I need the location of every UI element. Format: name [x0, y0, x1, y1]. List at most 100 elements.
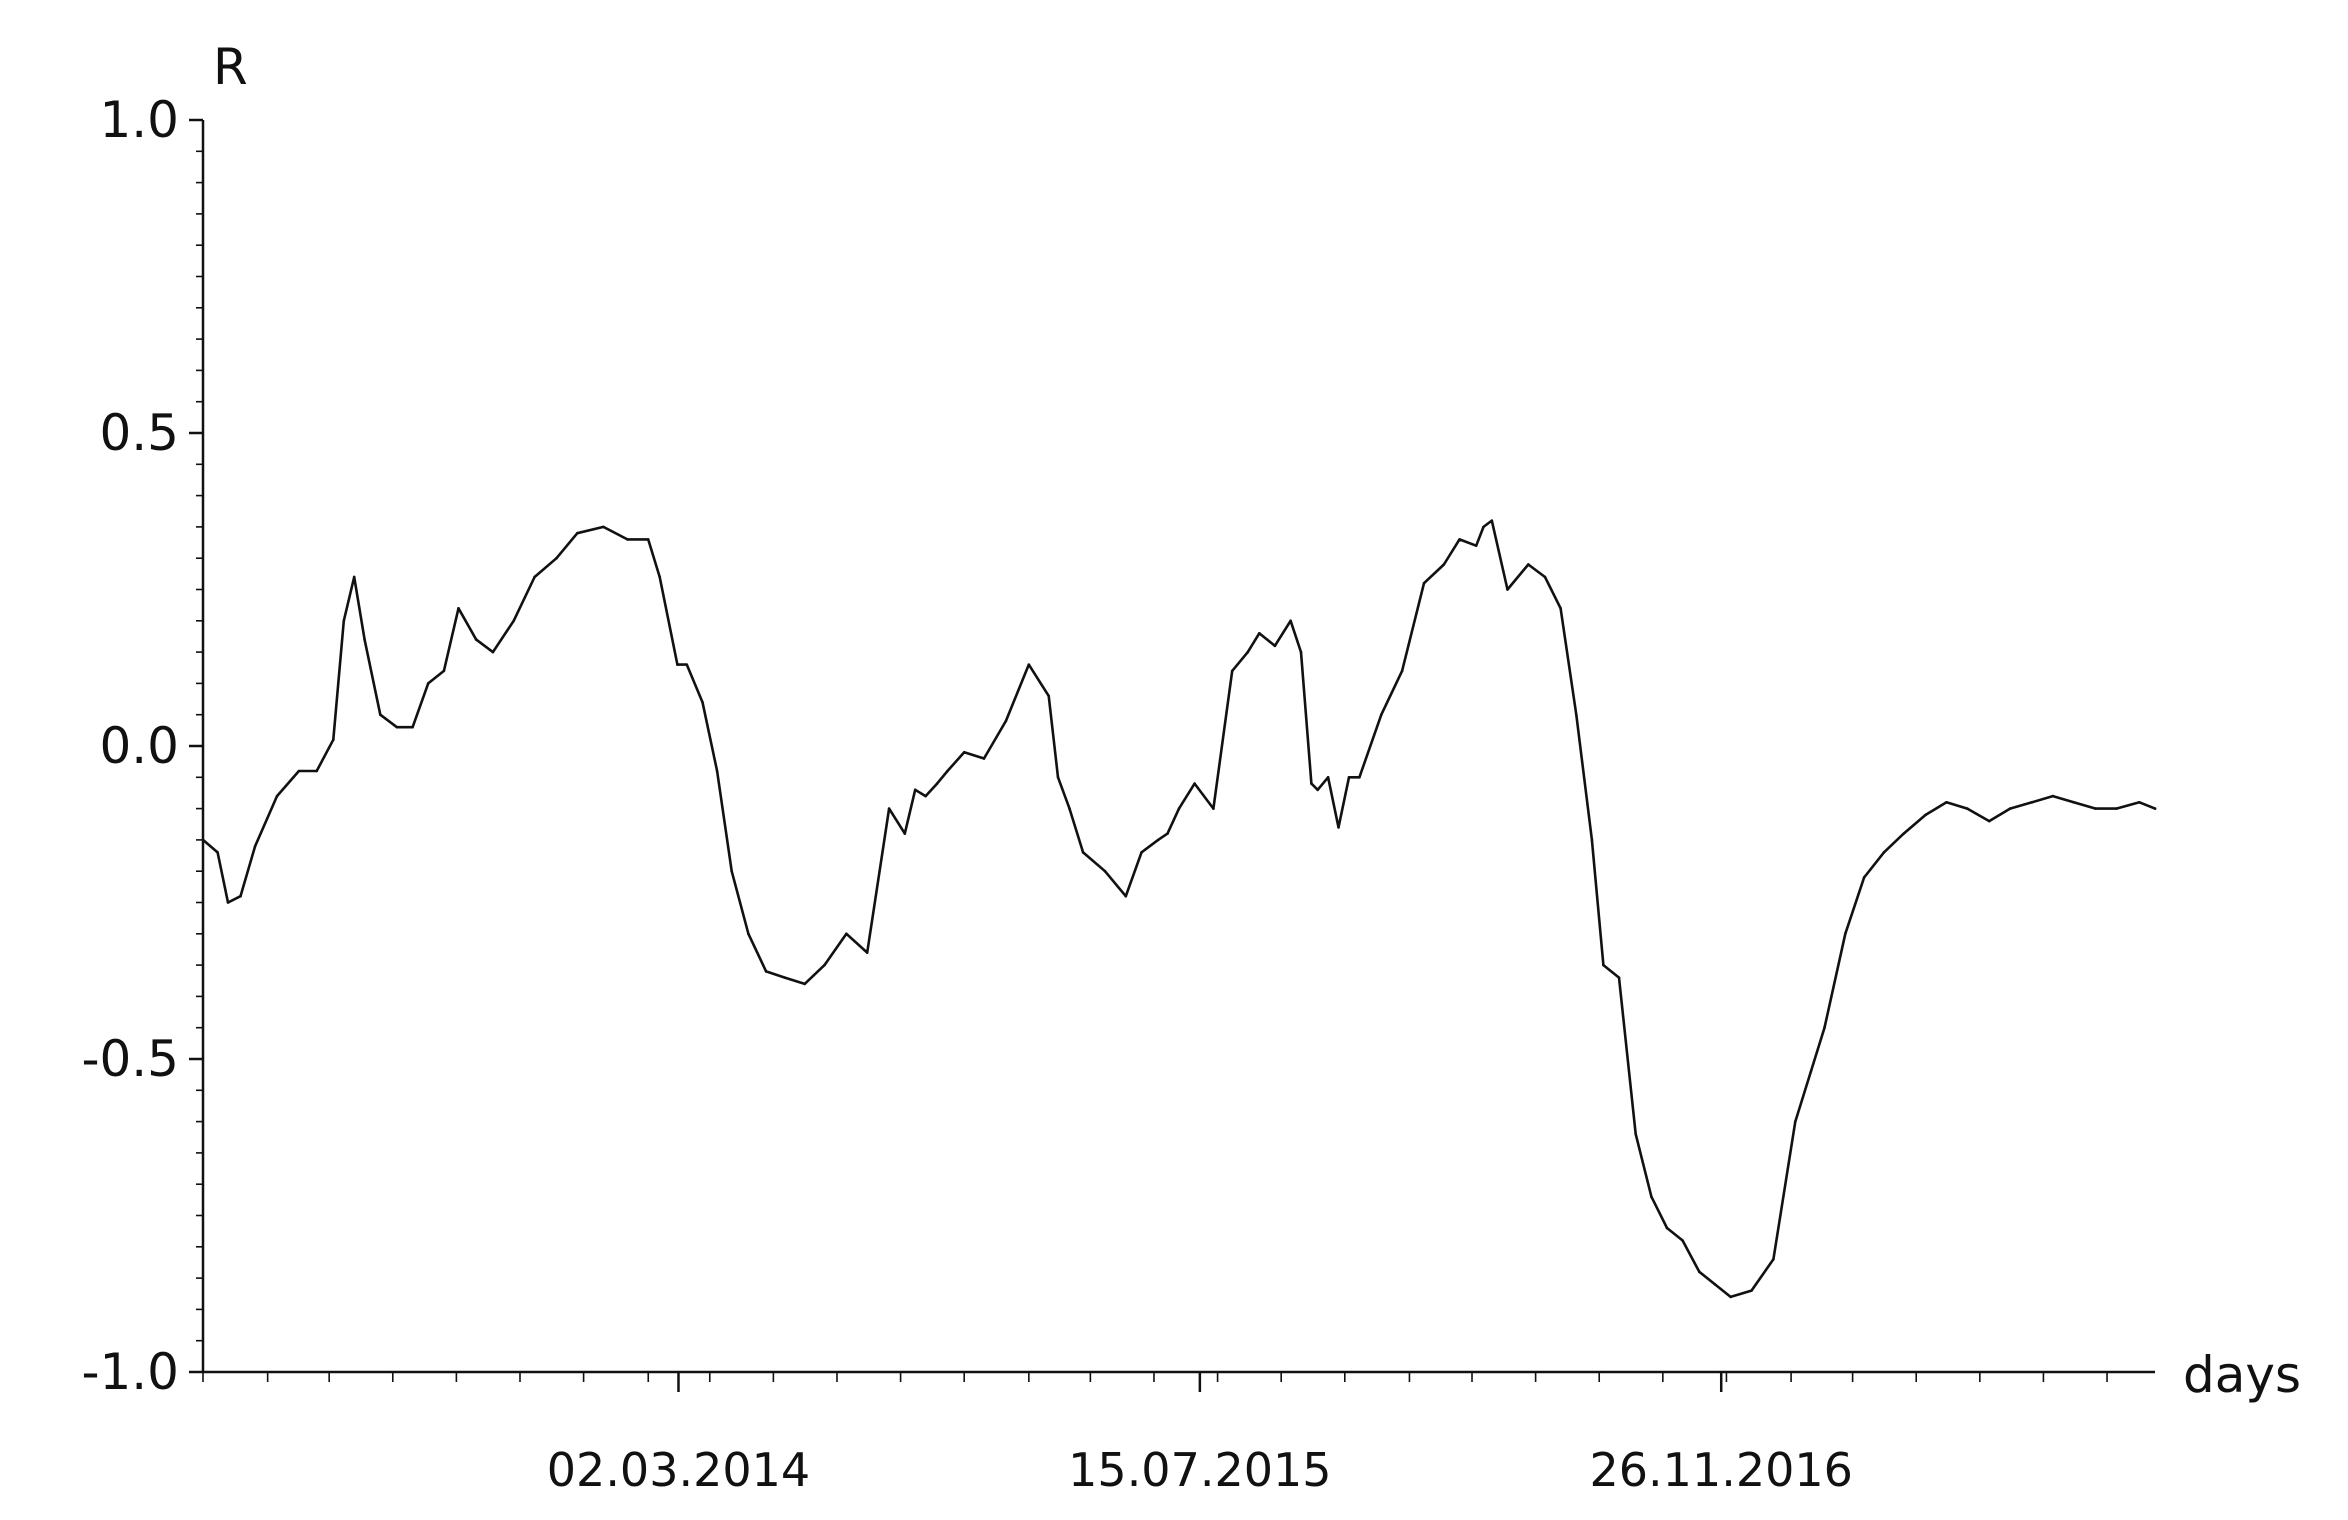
- data-point: [764, 970, 768, 973]
- series-group: [201, 519, 2157, 1299]
- data-point: [1490, 519, 1494, 522]
- y-tick-label: -1.0: [81, 1343, 179, 1401]
- data-point: [1729, 1295, 1732, 1299]
- data-point: [1442, 563, 1446, 566]
- data-point: [1156, 838, 1160, 842]
- data-point: [1823, 1026, 1826, 1029]
- data-point: [1299, 650, 1303, 654]
- data-point: [2094, 807, 2097, 810]
- data-point: [363, 638, 366, 641]
- data-point: [946, 769, 949, 773]
- data-point: [903, 832, 907, 835]
- labels-group: 1.0 0.5 0.0 -0.5 -1.0 02.03.2014 15.07.2015 26.…: [81, 38, 2301, 1497]
- data-point: [1212, 807, 1215, 810]
- data-point: [1358, 776, 1361, 779]
- data-point: [512, 619, 516, 623]
- data-point: [1713, 1283, 1717, 1286]
- data-point: [1004, 719, 1008, 723]
- data-point: [887, 807, 891, 810]
- data-point: [924, 794, 927, 798]
- data-point: [1124, 894, 1128, 898]
- x-axis-label: days: [2183, 1346, 2301, 1404]
- data-point: [646, 538, 650, 541]
- data-point: [2051, 794, 2055, 798]
- data-point: [1882, 851, 1886, 854]
- y-tick-label: 0.0: [99, 717, 179, 775]
- data-point: [1081, 851, 1085, 854]
- data-point: [1574, 713, 1578, 716]
- data-point: [2030, 801, 2034, 804]
- data-point: [783, 976, 787, 979]
- data-point: [1698, 1270, 1701, 1274]
- data-point: [1246, 650, 1250, 654]
- data-point: [1665, 1226, 1669, 1230]
- data-point: [1257, 632, 1261, 635]
- data-point: [1844, 932, 1847, 936]
- data-point: [1772, 1258, 1775, 1261]
- axes-group: [189, 118, 2155, 1392]
- x-tick-label: 26.11.2016: [1590, 1443, 1853, 1497]
- data-point: [1617, 976, 1621, 979]
- data-point: [747, 932, 750, 936]
- data-point: [1140, 851, 1143, 854]
- data-point: [730, 869, 733, 873]
- data-point: [2138, 801, 2141, 804]
- data-point: [676, 663, 679, 666]
- data-point: [253, 844, 257, 848]
- data-point: [1750, 1289, 1753, 1292]
- data-point: [491, 650, 495, 654]
- y-tick-label: -0.5: [81, 1030, 179, 1088]
- data-point: [1924, 813, 1927, 817]
- data-point: [1177, 807, 1181, 810]
- data-point: [1068, 807, 1071, 810]
- data-point: [1602, 963, 1605, 967]
- data-point: [1422, 581, 1426, 585]
- data-point: [1458, 538, 1461, 541]
- data-point: [1474, 544, 1478, 547]
- data-point: [1945, 801, 1948, 804]
- y-axis-label: R: [213, 38, 248, 96]
- data-point: [2115, 807, 2118, 810]
- data-point: [1681, 1239, 1684, 1242]
- data-point: [1289, 619, 1292, 623]
- data-point: [275, 794, 279, 798]
- data-point: [1400, 669, 1404, 673]
- data-point: [715, 769, 719, 773]
- data-point: [1310, 782, 1313, 785]
- data-point: [1809, 1070, 1813, 1073]
- data-point: [1103, 869, 1107, 873]
- data-point: [913, 788, 917, 792]
- data-point: [1987, 819, 1991, 823]
- data-point: [1482, 525, 1485, 529]
- data-point: [1273, 644, 1277, 648]
- data-point: [1047, 694, 1050, 698]
- data-point: [576, 531, 579, 535]
- data-point: [1634, 1132, 1638, 1136]
- data-point: [1590, 838, 1594, 842]
- data-point: [2153, 807, 2157, 810]
- data-point: [226, 901, 230, 904]
- data-point: [342, 619, 346, 623]
- y-tick-label: 0.5: [99, 404, 179, 462]
- data-point: [239, 894, 242, 898]
- data-point: [602, 525, 605, 529]
- data-point: [1506, 588, 1509, 591]
- data-point: [1056, 776, 1060, 779]
- data-point: [533, 575, 536, 579]
- data-point: [685, 663, 689, 666]
- data-point: [1166, 832, 1169, 835]
- data-point: [626, 538, 629, 541]
- data-point: [823, 963, 826, 967]
- data-point: [1193, 782, 1196, 785]
- data-point: [315, 769, 318, 773]
- data-point: [962, 750, 966, 754]
- data-point: [474, 638, 478, 641]
- data-point: [201, 838, 205, 842]
- data-point: [332, 738, 335, 742]
- data-point: [1230, 669, 1234, 673]
- data-point: [865, 951, 869, 954]
- data-point: [1793, 1120, 1797, 1123]
- data-point: [1379, 713, 1383, 716]
- data-point: [457, 606, 460, 610]
- data-point: [982, 757, 986, 760]
